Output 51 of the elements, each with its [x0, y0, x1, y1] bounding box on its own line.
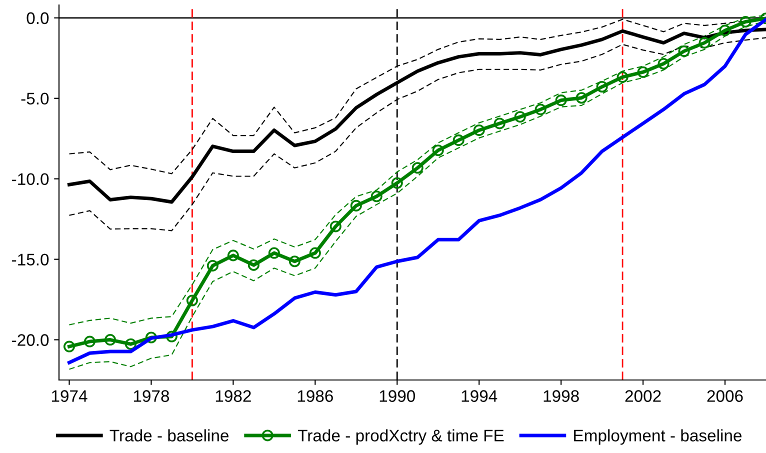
y-tick-label: -15.0: [12, 254, 49, 266]
point: [473, 124, 485, 136]
point: [84, 336, 96, 348]
point: [412, 162, 424, 174]
legend-label: Trade - prodXctry & time FE: [298, 429, 504, 445]
point: [370, 190, 382, 202]
point: [719, 24, 731, 36]
point: [227, 250, 239, 262]
point: [698, 37, 710, 49]
y-tick-label: 0.0: [26, 12, 49, 24]
point: [616, 71, 628, 83]
point: [391, 177, 403, 189]
y-tick-label: -20.0: [12, 334, 49, 346]
point: [104, 334, 116, 346]
point: [206, 260, 218, 272]
x-tick-label: 1986: [298, 390, 333, 402]
x-tick-label: 1974: [52, 390, 88, 402]
point: [248, 259, 260, 271]
x-tick-label: 1994: [462, 390, 498, 402]
y-tick-label: -10.0: [12, 173, 49, 186]
point: [514, 111, 526, 123]
point: [124, 338, 136, 350]
point: [637, 66, 649, 78]
point: [145, 332, 157, 344]
point: [330, 220, 342, 232]
point: [63, 340, 76, 352]
y-tick-label: -5.0: [21, 92, 49, 105]
point: [658, 58, 670, 70]
x-tick-label: 1978: [134, 390, 170, 402]
point: [166, 330, 178, 342]
point: [555, 94, 567, 106]
point: [432, 144, 444, 156]
legend-label: Employment - baseline: [574, 429, 742, 445]
point: [268, 247, 280, 259]
x-tick-label: 1998: [544, 390, 579, 402]
point: [534, 104, 546, 116]
x-tick-label: 1982: [216, 390, 251, 402]
point: [678, 45, 690, 57]
legend-label: Trade - baseline: [110, 429, 228, 442]
x-tick-label: 2006: [707, 390, 743, 402]
x-tick-label: 1990: [380, 390, 416, 402]
x-tick-label: 2002: [625, 390, 661, 402]
point: [186, 294, 198, 306]
point: [596, 80, 608, 93]
point: [309, 247, 321, 259]
point: [288, 256, 300, 268]
point: [452, 134, 464, 146]
point: [494, 118, 506, 130]
point: [740, 16, 752, 28]
point: [576, 92, 588, 104]
point: [350, 200, 362, 212]
